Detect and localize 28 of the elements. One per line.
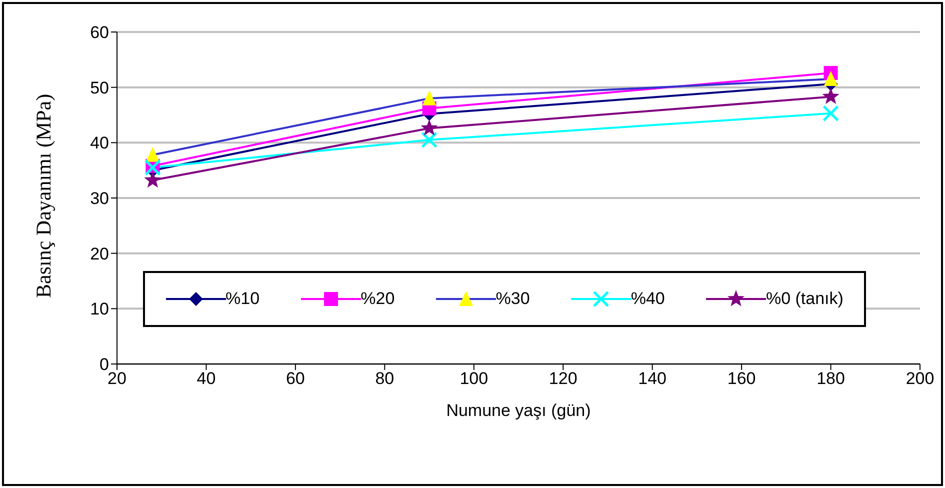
x-tick-label: 140 [638, 369, 667, 388]
x-tick-label: 40 [196, 369, 216, 388]
legend-label: %40 [630, 289, 665, 309]
x-tick-label: 180 [816, 369, 845, 388]
legend-label: %30 [496, 289, 530, 309]
y-tick-label: 10 [90, 300, 109, 319]
y-tick-label: 20 [90, 244, 109, 264]
y-tick-label: 0 [100, 355, 109, 374]
x-tick-label: 80 [375, 369, 394, 388]
y-axis-title: Basınç Dayanımı (MPa) [31, 94, 56, 298]
x-tick-label: 200 [906, 369, 934, 388]
legend-label: %0 (tanık) [766, 289, 844, 309]
point [420, 119, 438, 136]
x-tick-label: 120 [548, 369, 578, 388]
x-tick-label: 60 [286, 369, 305, 388]
y-tick-label: 60 [90, 23, 109, 42]
point [822, 105, 840, 122]
y-tick-label: 40 [90, 134, 109, 153]
x-axis-title: Numune yaşı (gün) [446, 401, 591, 420]
x-tick-label: 160 [727, 369, 756, 388]
legend-label: %10 [226, 289, 260, 309]
x-tick-label: 100 [460, 369, 488, 388]
x-tick-label: 20 [108, 369, 126, 388]
point [822, 88, 840, 104]
y-tick-label: 30 [90, 189, 109, 208]
legend-label: %20 [360, 289, 395, 309]
y-tick-label: 50 [90, 78, 109, 98]
point [421, 132, 438, 148]
